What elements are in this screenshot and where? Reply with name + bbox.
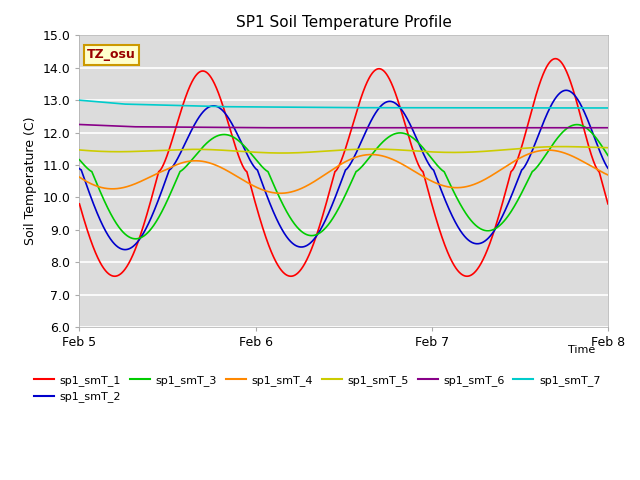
Legend: sp1_smT_1, sp1_smT_2, sp1_smT_3, sp1_smT_4, sp1_smT_5, sp1_smT_6, sp1_smT_7: sp1_smT_1, sp1_smT_2, sp1_smT_3, sp1_smT…: [29, 371, 605, 407]
Text: TZ_osu: TZ_osu: [88, 48, 136, 61]
Title: SP1 Soil Temperature Profile: SP1 Soil Temperature Profile: [236, 15, 452, 30]
X-axis label: Time: Time: [568, 345, 595, 355]
Y-axis label: Soil Temperature (C): Soil Temperature (C): [24, 117, 37, 245]
